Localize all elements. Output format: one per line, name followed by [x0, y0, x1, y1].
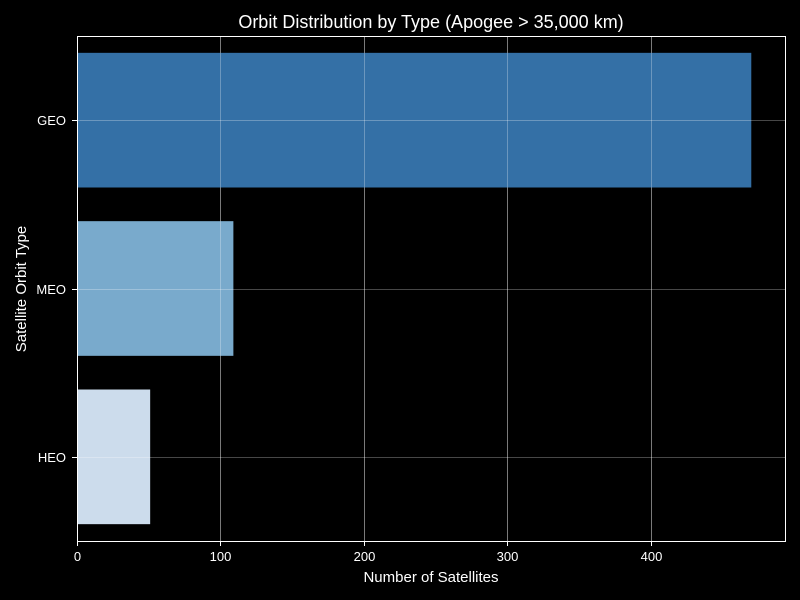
- x-tick-label: 400: [641, 549, 663, 564]
- bars: [77, 36, 785, 541]
- y-tick-label-meo: MEO: [36, 282, 66, 297]
- y-axis-label: Satellite Orbit Type: [13, 226, 30, 352]
- x-tick-label: 200: [354, 549, 376, 564]
- chart-title: Orbit Distribution by Type (Apogee > 35,…: [238, 12, 623, 32]
- axis-ticks: 0 100 200 300 400 GEO MEO HEO: [36, 113, 662, 564]
- x-axis-label: Number of Satellites: [363, 569, 498, 586]
- bar-geo: [77, 52, 752, 188]
- bar-meo: [77, 221, 234, 356]
- x-tick-label: 0: [74, 549, 81, 564]
- x-tick-label: 100: [210, 549, 232, 564]
- bar-heo: [77, 389, 151, 525]
- y-tick-label-geo: GEO: [37, 113, 66, 128]
- y-tick-label-heo: HEO: [38, 450, 66, 465]
- x-tick-label: 300: [497, 549, 519, 564]
- plot-frame: [77, 36, 786, 542]
